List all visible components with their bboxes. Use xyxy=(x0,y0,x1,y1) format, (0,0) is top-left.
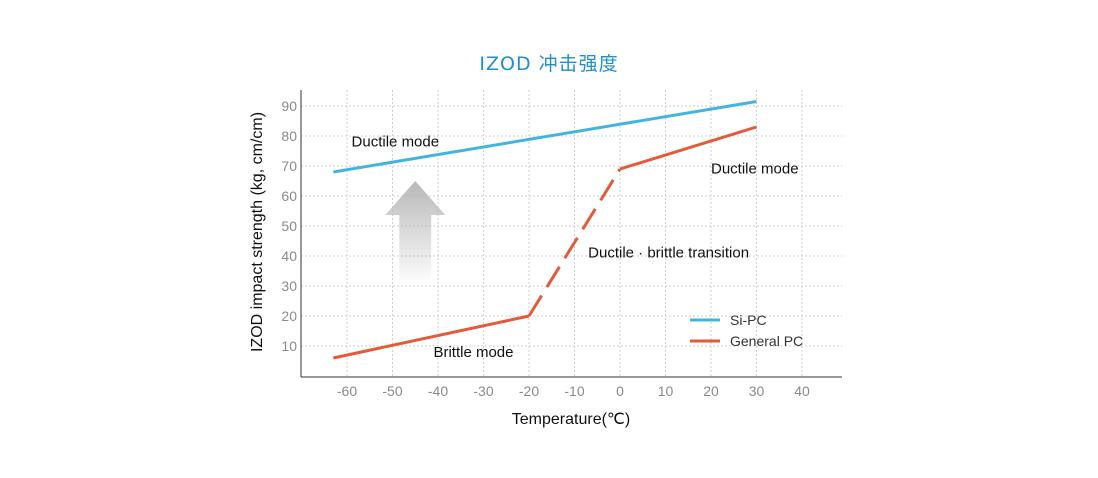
annotation-label: Brittle mode xyxy=(433,344,513,361)
x-tick-label: -40 xyxy=(428,383,448,399)
y-tick-label: 50 xyxy=(281,218,297,234)
x-tick-label: 0 xyxy=(616,383,624,399)
series-line-si-pc xyxy=(333,100,757,174)
annotation-label: Ductile mode xyxy=(711,161,799,178)
x-tick-label: 10 xyxy=(658,383,674,399)
y-axis-label: IZOD impact strength (kg, cm/cm) xyxy=(249,112,266,352)
arrow-layer xyxy=(385,181,446,286)
x-tick-label: 20 xyxy=(703,383,719,399)
legend: Si-PC General PC xyxy=(690,312,803,349)
legend-label-si-pc: Si-PC xyxy=(730,312,767,328)
x-tick-label: 40 xyxy=(794,383,810,399)
y-tick-label: 20 xyxy=(281,308,297,324)
y-tick-label: 10 xyxy=(281,338,297,354)
axes xyxy=(300,90,842,378)
x-tick-label: -20 xyxy=(519,383,539,399)
y-tick-label: 90 xyxy=(281,98,297,114)
x-axis-label: Temperature(℃) xyxy=(512,411,630,428)
annotation-label: Ductile mode xyxy=(352,134,440,151)
annotation-label: Ductile · brittle transition xyxy=(588,245,749,262)
series-line-general-pc xyxy=(619,125,757,171)
x-tick-label: -10 xyxy=(564,383,584,399)
series-line-general-pc xyxy=(527,168,622,317)
x-tick-label: -30 xyxy=(473,383,493,399)
up-arrow-icon xyxy=(385,181,446,286)
x-tick-label: -50 xyxy=(382,383,402,399)
legend-label-general-pc: General PC xyxy=(730,333,803,349)
y-tick-label: 40 xyxy=(281,248,297,264)
y-tick-label: 60 xyxy=(281,188,297,204)
x-tick-label: 30 xyxy=(749,383,765,399)
series-line-general-pc xyxy=(333,314,530,360)
y-tick-label: 80 xyxy=(281,128,297,144)
x-tick-label: -60 xyxy=(337,383,357,399)
y-tick-label: 30 xyxy=(281,278,297,294)
y-tick-label: 70 xyxy=(281,158,297,174)
tick-labels: -60 -50 -40 -30 -20 -10 0 10 20 30 40 10 20 30 40 50 60 7… xyxy=(281,98,810,399)
chart-title: IZOD 冲击强度 xyxy=(479,53,618,75)
annotations: Ductile mode Ductile mode Ductile · brittl… xyxy=(352,134,799,362)
series-layer xyxy=(333,100,757,360)
